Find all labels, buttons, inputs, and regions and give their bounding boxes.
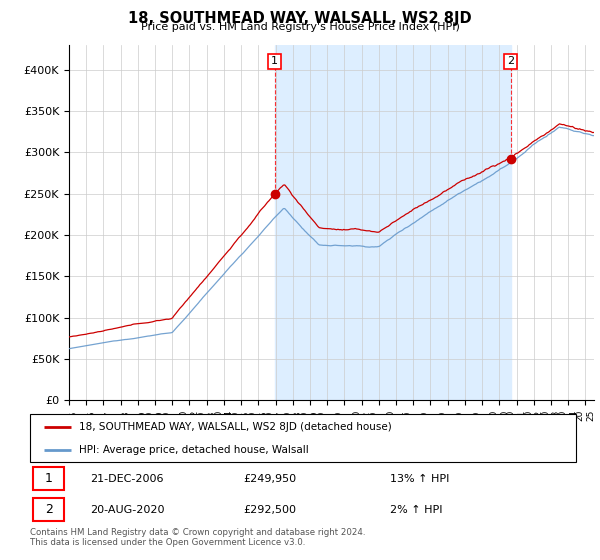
Text: Price paid vs. HM Land Registry's House Price Index (HPI): Price paid vs. HM Land Registry's House … xyxy=(140,22,460,32)
Text: 2: 2 xyxy=(44,503,53,516)
Text: 21-DEC-2006: 21-DEC-2006 xyxy=(90,474,164,484)
Text: 2% ↑ HPI: 2% ↑ HPI xyxy=(391,505,443,515)
Text: £292,500: £292,500 xyxy=(243,505,296,515)
Text: £249,950: £249,950 xyxy=(243,474,296,484)
Text: 1: 1 xyxy=(271,57,278,66)
Text: 18, SOUTHMEAD WAY, WALSALL, WS2 8JD: 18, SOUTHMEAD WAY, WALSALL, WS2 8JD xyxy=(128,11,472,26)
Text: HPI: Average price, detached house, Walsall: HPI: Average price, detached house, Wals… xyxy=(79,445,309,455)
Text: 13% ↑ HPI: 13% ↑ HPI xyxy=(391,474,450,484)
Text: 18, SOUTHMEAD WAY, WALSALL, WS2 8JD (detached house): 18, SOUTHMEAD WAY, WALSALL, WS2 8JD (det… xyxy=(79,422,392,432)
Text: 20-AUG-2020: 20-AUG-2020 xyxy=(90,505,164,515)
Text: 2: 2 xyxy=(507,57,514,66)
Text: Contains HM Land Registry data © Crown copyright and database right 2024.
This d: Contains HM Land Registry data © Crown c… xyxy=(30,528,365,548)
Bar xyxy=(33,467,64,491)
Bar xyxy=(275,45,511,400)
Text: 1: 1 xyxy=(44,472,53,486)
Bar xyxy=(33,498,64,521)
